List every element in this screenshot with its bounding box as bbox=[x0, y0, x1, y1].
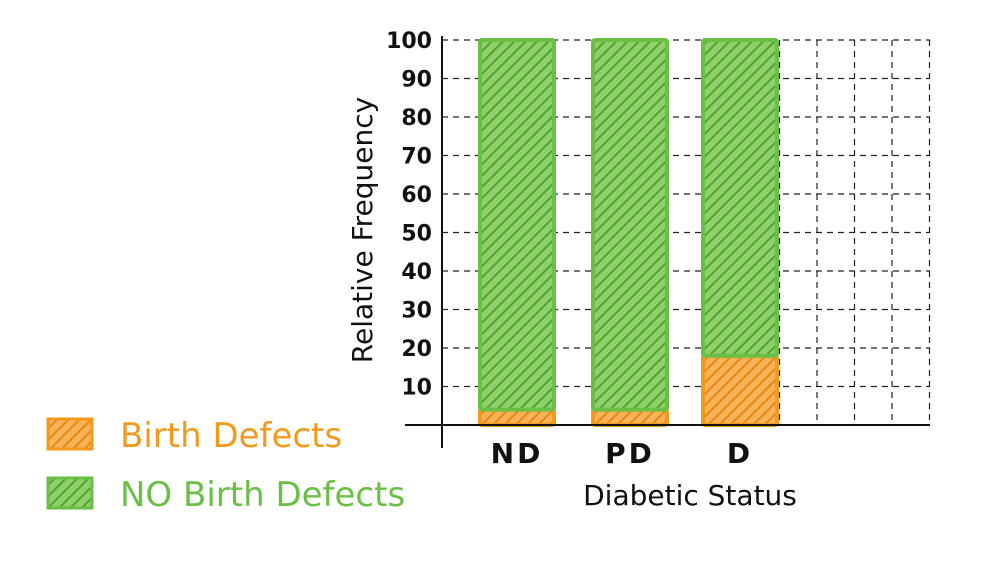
y-tick-label: 70 bbox=[401, 145, 432, 170]
legend-label: Birth Defects bbox=[120, 416, 342, 456]
x-tick-label: ND bbox=[491, 437, 544, 470]
legend-swatch bbox=[46, 417, 94, 451]
legend: Birth Defects NO Birth Defects bbox=[46, 416, 405, 515]
bar-pd-birth-defects bbox=[591, 407, 669, 428]
legend-swatch bbox=[46, 476, 94, 510]
y-tick-label: 10 bbox=[401, 376, 432, 401]
bar-d-birth-defects bbox=[701, 353, 779, 428]
y-tick-labels: 10 20 30 40 50 60 70 80 90 100 bbox=[386, 29, 432, 401]
bar-nd-no-birth-defects bbox=[478, 38, 556, 412]
x-axis-title: Diabetic Status bbox=[583, 479, 797, 512]
y-tick-label: 30 bbox=[401, 299, 432, 324]
x-tick-label: PD bbox=[605, 437, 655, 470]
y-tick-label: 100 bbox=[386, 29, 432, 54]
bar-d-no-birth-defects bbox=[701, 38, 779, 358]
bars bbox=[478, 38, 779, 428]
bar-pd-no-birth-defects bbox=[591, 38, 669, 412]
x-tick-labels: ND PD D bbox=[491, 437, 753, 470]
y-tick-label: 80 bbox=[401, 106, 432, 131]
y-tick-label: 50 bbox=[401, 222, 432, 247]
y-axis-title: Relative Frequency bbox=[346, 97, 379, 363]
y-tick-label: 90 bbox=[401, 68, 432, 93]
bar-nd-birth-defects bbox=[478, 407, 556, 428]
axes bbox=[405, 36, 930, 448]
legend-label: NO Birth Defects bbox=[120, 475, 405, 515]
x-tick-label: D bbox=[727, 437, 753, 470]
y-tick-label: 20 bbox=[401, 337, 432, 362]
y-tick-label: 40 bbox=[401, 260, 432, 285]
y-tick-label: 60 bbox=[401, 183, 432, 208]
